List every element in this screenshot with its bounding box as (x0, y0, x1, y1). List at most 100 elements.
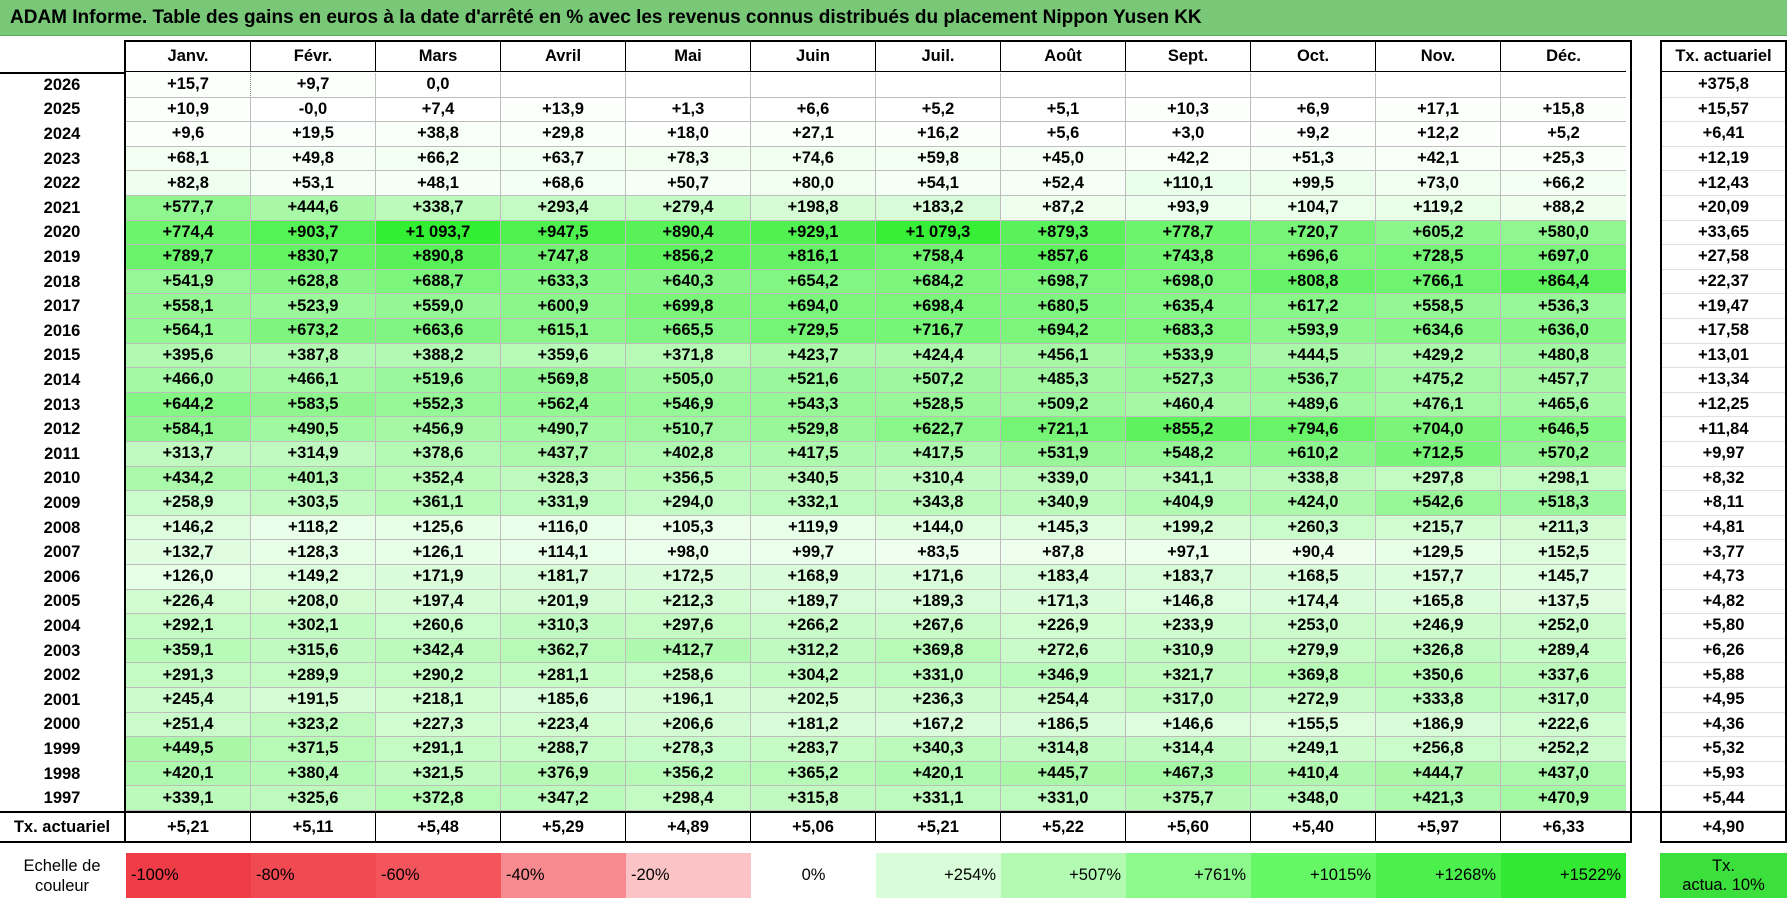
table-cell: +536,7 (1251, 368, 1376, 393)
table-cell: +352,4 (376, 466, 501, 492)
table-cell: +68,1 (126, 146, 251, 172)
year-label: 2018 (43, 272, 81, 291)
footer-cell: +5,21 (876, 813, 1001, 841)
table-cell (1501, 73, 1626, 98)
table-cell: +198,8 (751, 196, 876, 221)
table-cell: +369,8 (1251, 663, 1376, 688)
table-cell: +304,2 (751, 663, 876, 688)
year-label: 2005 (43, 592, 81, 611)
table-cell: +362,7 (501, 638, 626, 664)
color-scale-step: -20% (626, 853, 751, 898)
table-cell: +258,9 (126, 491, 251, 516)
year-label: 2012 (43, 420, 81, 439)
table-cell: +157,7 (1376, 565, 1501, 590)
actuarial-cell: +6,41 (1662, 122, 1785, 147)
table-cell: +298,4 (626, 786, 751, 811)
table-cell: +533,9 (1126, 343, 1251, 369)
table-cell: +119,2 (1376, 196, 1501, 221)
table-cell: +747,8 (501, 245, 626, 270)
table-cell: +331,9 (501, 491, 626, 516)
year-label: 2016 (43, 321, 81, 340)
table-cell: +542,6 (1376, 491, 1501, 516)
actuarial-cell: +17,58 (1662, 319, 1785, 344)
table-cell: +206,6 (626, 712, 751, 738)
footer-cell: +6,33 (1542, 817, 1585, 836)
table-cell: +490,5 (251, 417, 376, 442)
table-cell: +114,1 (501, 540, 626, 565)
table-cell: +688,7 (376, 269, 501, 295)
table-cell: +267,6 (876, 614, 1001, 639)
actuarial-cell: +6,26 (1662, 639, 1785, 664)
table-cell: +303,5 (251, 491, 376, 516)
table-cell: +7,4 (376, 97, 501, 123)
table-cell: +543,3 (751, 392, 876, 418)
table-cell: +74,6 (751, 146, 876, 172)
table-cell: +371,5 (251, 737, 376, 762)
table-cell: +168,5 (1251, 565, 1376, 590)
table-cell: +215,7 (1376, 515, 1501, 541)
actuarial-cell: +27,58 (1662, 245, 1785, 270)
table-cell: +338,7 (376, 196, 501, 221)
actuarial-header: Tx. actuariel (1662, 42, 1785, 72)
table-cell: +743,8 (1126, 245, 1251, 270)
table-cell: +15,8 (1501, 97, 1626, 123)
table-cell: +434,2 (126, 466, 251, 492)
table-cell: +110,1 (1126, 171, 1251, 196)
table-cell: +758,4 (876, 245, 1001, 270)
table-cell: +183,7 (1126, 565, 1251, 590)
table-cell: +633,3 (501, 269, 626, 295)
table-cell: +165,8 (1376, 589, 1501, 615)
table-cell (501, 73, 626, 98)
table-cell: +99,7 (751, 540, 876, 565)
table-cell: +654,2 (751, 269, 876, 295)
table-cell: +191,5 (251, 688, 376, 713)
footer-label: Tx. actuariel (13, 817, 111, 836)
footer-cell: +5,22 (1001, 813, 1126, 841)
table-cell: +622,7 (876, 417, 1001, 442)
table-cell: +541,9 (126, 269, 251, 295)
table-cell: +297,6 (626, 614, 751, 639)
table-cell: +126,0 (126, 565, 251, 590)
table-cell: +281,1 (501, 663, 626, 688)
table-cell: +52,4 (1001, 171, 1126, 196)
table-cell: +144,0 (876, 515, 1001, 541)
table-cell: +289,9 (251, 663, 376, 688)
table-cell: +680,5 (1001, 294, 1126, 319)
actuarial-cell: +33,65 (1662, 221, 1785, 246)
table-cell: +272,6 (1001, 638, 1126, 664)
table-cell: +694,2 (1001, 319, 1126, 344)
table-cell: +346,9 (1001, 663, 1126, 688)
table-cell: +226,4 (126, 589, 251, 615)
table-cell: +137,5 (1501, 589, 1626, 615)
table-cell: +375,7 (1126, 786, 1251, 811)
actuarial-cell: +5,32 (1662, 737, 1785, 762)
table-cell: +146,8 (1126, 589, 1251, 615)
table-cell: +185,6 (501, 688, 626, 713)
actuarial-cell: +20,09 (1662, 196, 1785, 221)
table-cell: +171,3 (1001, 589, 1126, 615)
table-cell: +212,3 (626, 589, 751, 615)
table-cell: +279,9 (1251, 638, 1376, 664)
table-cell: +73,0 (1376, 171, 1501, 196)
color-scale-step: -60% (376, 853, 501, 898)
table-cell: +155,5 (1251, 712, 1376, 738)
actuarial-cell: +3,77 (1662, 540, 1785, 565)
table-cell: +665,5 (626, 319, 751, 344)
table-cell: +420,1 (126, 761, 251, 787)
actuarial-scale-line1: Tx. (1712, 856, 1735, 875)
month-header: Mars (376, 42, 501, 72)
color-scale-step: -100% (126, 853, 251, 898)
table-cell: +317,0 (1126, 688, 1251, 713)
table-cell: +444,7 (1376, 761, 1501, 787)
table-cell: +80,0 (751, 171, 876, 196)
table-cell: +402,8 (626, 442, 751, 467)
year-label: 2002 (43, 666, 81, 685)
table-cell: +564,1 (126, 319, 251, 344)
table-cell: 0,0 (376, 73, 501, 98)
table-cell: +890,8 (376, 245, 501, 270)
table-cell: +340,3 (876, 737, 1001, 762)
year-label: 2014 (43, 370, 81, 389)
table-cell: +226,9 (1001, 614, 1126, 639)
table-cell: +388,2 (376, 343, 501, 369)
actuarial-cell: +5,44 (1662, 786, 1785, 811)
